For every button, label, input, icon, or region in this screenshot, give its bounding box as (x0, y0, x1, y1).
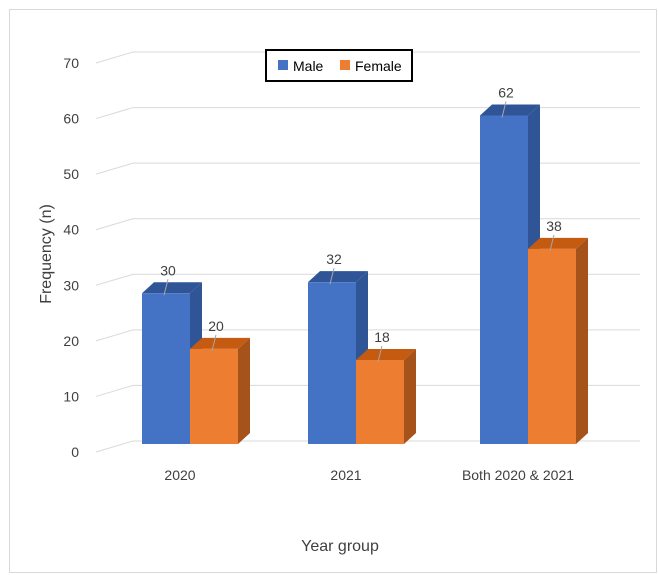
data-label-leader (329, 268, 335, 285)
gridline (95, 440, 640, 453)
gridline (95, 384, 640, 397)
bar-female-2 (528, 237, 588, 444)
bar-front (190, 348, 238, 444)
data-labels: 30 20 32 18 62 38 (160, 84, 562, 363)
bar-front (142, 293, 190, 444)
bars (142, 104, 588, 444)
bar-front (528, 248, 576, 444)
y-tick-label: 40 (63, 222, 79, 238)
data-label: 30 (160, 262, 176, 278)
bar-side (404, 348, 416, 444)
bar-female-1 (356, 348, 416, 444)
y-tick-labels: 0 10 20 30 40 50 60 70 (63, 55, 79, 460)
x-tick-label: 2020 (164, 467, 195, 483)
data-label: 38 (546, 218, 562, 234)
y-axis-title: Frequency (n) (38, 204, 55, 304)
bar-front (480, 115, 528, 444)
bar-top (480, 104, 540, 116)
gridline (95, 107, 640, 120)
bar-front (356, 359, 404, 444)
y-tick-label: 20 (63, 333, 79, 349)
legend: Male Female (265, 49, 413, 82)
legend-label-male: Male (293, 58, 324, 74)
legend-box (265, 49, 413, 82)
gridlines (95, 51, 640, 453)
bar-top (356, 348, 416, 360)
y-tick-label: 50 (63, 166, 79, 182)
y-tick-label: 60 (63, 111, 79, 127)
x-axis-title: Year group (301, 538, 379, 555)
x-tick-label: 2021 (330, 467, 361, 483)
data-label: 20 (208, 318, 224, 334)
bar-side (238, 337, 250, 444)
data-label-leader (163, 279, 169, 296)
legend-swatch-male (278, 60, 288, 70)
data-label: 32 (326, 251, 342, 267)
bar-top (190, 337, 250, 349)
y-tick-label: 70 (63, 55, 79, 71)
bar-top (308, 271, 368, 283)
bar-side (576, 237, 588, 444)
bar-front (308, 282, 356, 444)
legend-swatch-female (340, 60, 350, 70)
data-label: 18 (374, 329, 390, 345)
y-tick-label: 0 (71, 444, 79, 460)
y-tick-label: 30 (63, 277, 79, 293)
y-tick-label: 10 (63, 388, 79, 404)
data-label-leader (549, 234, 555, 251)
bar-top (528, 237, 588, 249)
gridline (95, 162, 640, 175)
gridline (95, 51, 640, 64)
bar-top (142, 282, 202, 294)
data-label-leader (501, 101, 507, 118)
bar-female-0 (190, 337, 250, 444)
gridline (95, 273, 640, 286)
data-label: 62 (498, 84, 514, 100)
x-tick-label: Both 2020 & 2021 (462, 467, 574, 483)
data-label-leader (377, 345, 383, 363)
x-tick-labels: 2020 2021 Both 2020 & 2021 (164, 467, 574, 483)
gridline (95, 329, 640, 342)
gridline (95, 218, 640, 231)
legend-label-female: Female (355, 58, 402, 74)
data-label-leader (211, 334, 217, 351)
